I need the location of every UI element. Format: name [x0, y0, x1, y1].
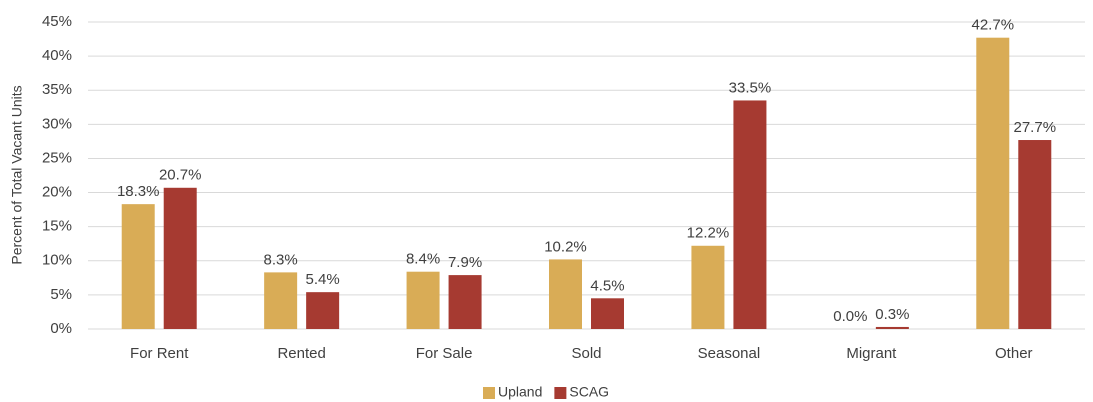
- y-tick-label: 5%: [50, 286, 72, 303]
- value-label: 4.5%: [590, 277, 624, 294]
- legend-swatch: [554, 387, 567, 399]
- bar: [591, 298, 624, 329]
- value-label: 8.3%: [264, 251, 298, 268]
- y-tick-label: 45%: [42, 13, 72, 30]
- legend-swatch: [483, 387, 495, 399]
- bar: [264, 272, 298, 329]
- bar: [691, 245, 725, 329]
- y-tick-label: 20%: [42, 184, 72, 201]
- value-label: 5.4%: [306, 271, 340, 288]
- x-tick-label: Other: [995, 345, 1033, 362]
- value-label: 12.2%: [687, 225, 730, 242]
- value-label: 42.7%: [972, 17, 1015, 34]
- bar: [976, 37, 1010, 330]
- y-tick-label: 40%: [42, 47, 72, 64]
- x-tick-label: Seasonal: [698, 345, 761, 362]
- value-label: 27.7%: [1014, 119, 1057, 136]
- legend-label: Upland: [498, 384, 542, 400]
- x-tick-label: For Sale: [416, 345, 473, 362]
- bar: [733, 100, 767, 329]
- bar: [163, 187, 197, 329]
- bar: [306, 292, 340, 329]
- y-tick-label: 15%: [42, 218, 72, 235]
- value-label: 7.9%: [448, 254, 482, 271]
- y-tick-label: 0%: [50, 320, 72, 337]
- value-label: 8.4%: [406, 251, 440, 268]
- value-label: 10.2%: [544, 238, 587, 255]
- value-label: 0.0%: [833, 308, 867, 325]
- bar: [121, 204, 155, 329]
- y-tick-label: 25%: [42, 149, 72, 166]
- x-tick-label: For Rent: [130, 345, 189, 362]
- y-axis-label: Percent of Total Vacant Units: [9, 85, 25, 264]
- bar: [875, 326, 909, 329]
- bar: [406, 271, 440, 329]
- x-tick-label: Migrant: [846, 345, 897, 362]
- y-tick-label: 35%: [42, 81, 72, 98]
- x-tick-label: Rented: [277, 345, 325, 362]
- y-tick-label: 10%: [42, 252, 72, 269]
- bar: [448, 275, 482, 329]
- value-label: 0.3%: [875, 306, 909, 323]
- value-label: 18.3%: [117, 183, 160, 200]
- bar: [1018, 140, 1052, 329]
- x-tick-label: Sold: [571, 345, 601, 362]
- legend-label: SCAG: [569, 384, 609, 400]
- bar: [549, 259, 582, 329]
- value-label: 20.7%: [159, 167, 202, 184]
- y-tick-label: 30%: [42, 115, 72, 132]
- value-label: 33.5%: [729, 79, 772, 96]
